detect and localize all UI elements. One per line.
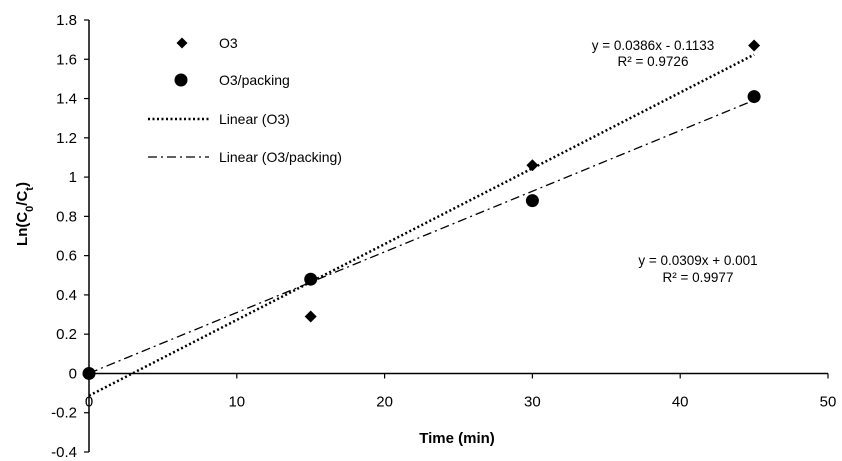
ticks: -0.4 -0.2 0 0.2 0.4 0.6 0.8 1 1.2 1.4 1.6 1.8 0 10 20 3…	[51, 12, 836, 461]
y-tick-label: 1.4	[56, 91, 77, 108]
x-tick-label: 30	[524, 393, 541, 410]
x-tick-label: 10	[228, 393, 245, 410]
y-axis-title: Ln(C0/Ct)	[14, 182, 36, 246]
legend-label-o3-packing: O3/packing	[219, 72, 290, 88]
trendlines	[88, 53, 755, 397]
o3-packing-point	[82, 366, 96, 380]
o3-packing-point	[747, 90, 761, 104]
equation-o3-packing: y = 0.0309x + 0.001	[638, 253, 757, 268]
o3-packing-point	[304, 272, 318, 286]
y-tick-label: 1.6	[56, 51, 77, 68]
y-axis-title-subscript: 0	[24, 206, 36, 212]
y-tick-label: 0.6	[56, 248, 77, 265]
legend-label-linear-o3-packing: Linear (O3/packing)	[219, 149, 342, 165]
legend-label-linear-o3: Linear (O3)	[219, 111, 290, 127]
trendline-linear-o3	[88, 53, 755, 397]
legend-marker-o3-diamond	[176, 37, 188, 49]
trendline-equations: y = 0.0386x - 0.1133 R² = 0.9726 y = 0.0…	[592, 38, 758, 285]
legend-marker-o3-packing-circle	[174, 73, 188, 87]
r-squared-o3: R² = 0.9726	[618, 54, 689, 69]
y-tick-label: 1.8	[56, 12, 77, 29]
trendline-linear-o3-packing	[88, 99, 755, 374]
y-tick-label: -0.2	[51, 405, 77, 422]
y-tick-label: 0.8	[56, 208, 77, 225]
o3-packing-point	[525, 194, 539, 208]
y-tick-label: 1	[69, 169, 77, 186]
y-tick-label: 1.2	[56, 130, 77, 147]
r-squared-o3-packing: R² = 0.9977	[663, 270, 734, 285]
y-tick-label: 0	[69, 365, 77, 382]
axes	[88, 20, 828, 452]
equation-o3: y = 0.0386x - 0.1133	[592, 38, 714, 53]
legend-label-o3: O3	[219, 35, 238, 51]
y-tick-label: 0.2	[56, 326, 77, 343]
y-tick-label: 0.4	[56, 287, 77, 304]
x-tick-label: 50	[820, 393, 837, 410]
o3-point	[748, 39, 761, 52]
x-axis-title: Time (min)	[419, 430, 495, 447]
y-tick-label: -0.4	[51, 444, 77, 461]
legend: O3 O3/packing Linear (O3) Linear (O3/pac…	[148, 35, 342, 165]
y-axis-title-part: Ln(C	[14, 212, 31, 246]
y-axis-title-subscript: t	[24, 187, 36, 191]
x-tick-label: 0	[85, 393, 93, 410]
x-tick-label: 20	[376, 393, 393, 410]
x-tick-label: 40	[672, 393, 689, 410]
data-points	[82, 39, 761, 380]
y-axis-title-part: /C	[14, 191, 31, 206]
y-axis-title-part: )	[14, 182, 31, 187]
o3-point	[526, 159, 539, 172]
o3-point	[304, 310, 317, 323]
